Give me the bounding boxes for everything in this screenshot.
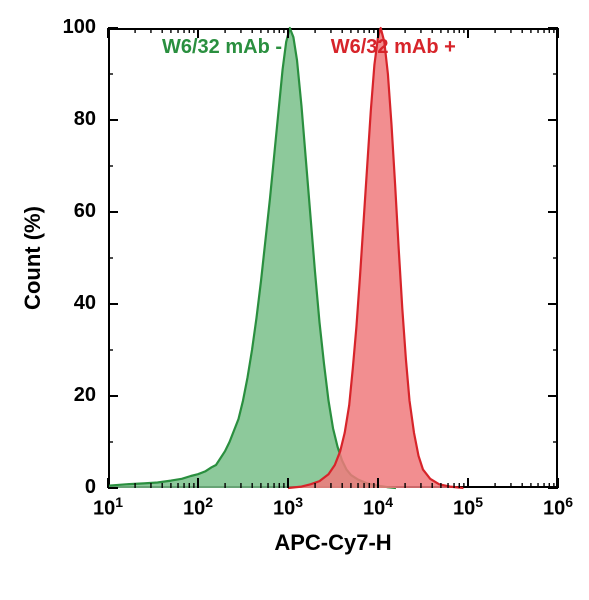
y-tick-label: 40 bbox=[0, 292, 96, 315]
x-tick-label: 102 bbox=[168, 494, 228, 521]
x-tick-label: 101 bbox=[78, 494, 138, 521]
x-tick-label: 103 bbox=[258, 494, 318, 521]
y-tick-label: 60 bbox=[0, 200, 96, 223]
x-tick-label: 106 bbox=[528, 494, 588, 521]
chart-container: Count (%) APC-Cy7-H 02040608010010110210… bbox=[0, 0, 589, 600]
y-tick-label: 20 bbox=[0, 384, 96, 407]
x-tick-label: 105 bbox=[438, 494, 498, 521]
legend-label: W6/32 mAb + bbox=[331, 36, 456, 59]
x-axis-title: APC-Cy7-H bbox=[108, 530, 558, 556]
x-tick-label: 104 bbox=[348, 494, 408, 521]
y-tick-label: 80 bbox=[0, 108, 96, 131]
y-tick-label: 100 bbox=[0, 16, 96, 39]
legend-label: W6/32 mAb - bbox=[162, 36, 282, 59]
